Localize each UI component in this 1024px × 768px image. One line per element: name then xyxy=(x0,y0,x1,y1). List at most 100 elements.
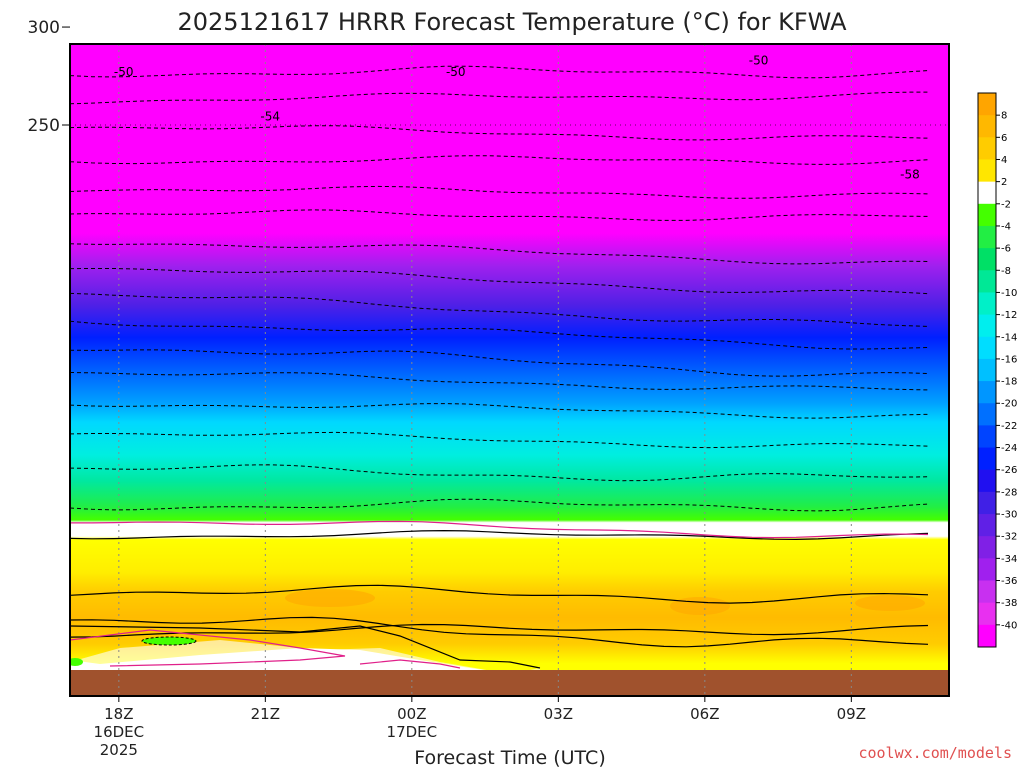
contour-line xyxy=(70,623,929,638)
colorbar-label: -12 xyxy=(1001,310,1017,321)
colorbar-label: -6 xyxy=(1001,244,1011,255)
contour-line xyxy=(70,243,929,265)
contour-line xyxy=(70,349,929,377)
contour-label: -58 xyxy=(900,167,920,181)
contour-line xyxy=(70,372,929,391)
plot-area: -58-54-50-50-50-46-46-46-42-38-38-34-30-… xyxy=(70,0,949,696)
colorbar-swatch xyxy=(978,270,996,293)
contour-label: -50 xyxy=(749,53,769,67)
x-tick-label: 21Z xyxy=(251,705,280,723)
colorbar-swatch xyxy=(978,558,996,582)
gridlines xyxy=(70,44,949,696)
warm-pocket xyxy=(855,595,925,611)
x-tick-label: 00Z xyxy=(397,705,426,723)
colorbar-swatch xyxy=(978,469,996,493)
colorbar-frame xyxy=(977,92,997,648)
colorbar-label: 4 xyxy=(1001,155,1007,166)
y-tick-label: 300 xyxy=(28,18,60,38)
contour-line xyxy=(70,403,929,419)
contours xyxy=(70,65,929,669)
contour-line xyxy=(70,320,929,350)
colorbar-swatch xyxy=(978,248,996,271)
colorbar-swatch xyxy=(978,225,996,249)
x-tick-sublabel: 2025 xyxy=(100,741,138,759)
colorbar-swatch xyxy=(978,536,996,559)
colorbar-label: -10 xyxy=(1001,288,1017,299)
contour-line xyxy=(70,185,929,199)
surface-cold-layer xyxy=(70,640,540,674)
colorbar-swatch xyxy=(978,602,996,626)
colorbar-label: -20 xyxy=(1001,399,1017,410)
colorbar-label: -18 xyxy=(1001,377,1017,388)
contour-label: -50 xyxy=(114,65,134,79)
colorbar-label: -28 xyxy=(1001,487,1017,498)
plot-frame xyxy=(69,43,950,697)
colorbar-label: 2 xyxy=(1001,177,1007,188)
colorbar-swatch xyxy=(978,181,996,205)
svg-text:-50: -50 xyxy=(749,53,769,67)
colorbar-swatch xyxy=(978,514,996,537)
colorbar-label: -34 xyxy=(1001,554,1017,565)
colorbar-swatch xyxy=(978,314,996,338)
colorbar-label: -24 xyxy=(1001,443,1017,454)
colorbar-label: 8 xyxy=(1001,111,1007,122)
colorbar-label: -40 xyxy=(1001,620,1017,631)
colorbar-swatch xyxy=(978,336,996,360)
colorbar-swatch xyxy=(978,580,996,604)
x-tick-label: 03Z xyxy=(544,705,573,723)
chart-title: 2025121617 HRRR Forecast Temperature (°C… xyxy=(178,8,848,36)
contour-label: -42 xyxy=(159,0,186,3)
colorbar-label: -8 xyxy=(1001,266,1011,277)
colorbar-swatch xyxy=(978,491,996,515)
y-axis: 2503003504004505005506006507007508008509… xyxy=(28,18,70,136)
colorbar-swatch xyxy=(978,624,996,648)
warm-pocket xyxy=(670,597,730,615)
colorbar: 8 6 4 2 -2 -4 -6 -8 -10 -12 -14 -16 -18 -20 -22 -24 -26 -… xyxy=(977,92,1017,648)
contour-line xyxy=(70,125,929,141)
contour-line xyxy=(70,209,929,221)
ground xyxy=(70,670,949,696)
warm-pocket xyxy=(285,589,375,607)
contour-line xyxy=(70,464,929,482)
colorbar-label: -2 xyxy=(1001,199,1011,210)
colorbar-label: -22 xyxy=(1001,421,1017,432)
colorbar-label: -38 xyxy=(1001,598,1017,609)
contour-line xyxy=(70,431,929,449)
freezing-line xyxy=(359,659,461,669)
svg-text:-42: -42 xyxy=(163,0,183,3)
cold-pocket xyxy=(70,658,83,666)
svg-text:-50: -50 xyxy=(446,65,466,79)
colorbar-label: -4 xyxy=(1001,221,1011,232)
colorbar-swatch xyxy=(978,137,996,160)
x-tick-label: 18Z xyxy=(104,705,133,723)
contour-line xyxy=(70,625,541,669)
colorbar-label: -30 xyxy=(1001,510,1017,521)
contour-line xyxy=(70,268,929,295)
contour-line xyxy=(70,65,929,79)
colorbar-swatch xyxy=(978,292,996,316)
colorbar-label: -26 xyxy=(1001,465,1017,476)
svg-text:-58: -58 xyxy=(900,167,920,181)
contour-labels: -58-54-50-50-50-46-46-46-42-38-38-34-30-… xyxy=(114,0,920,181)
contour-line xyxy=(70,91,929,105)
x-tick-label: 09Z xyxy=(837,705,866,723)
x-tick-sublabel: 17DEC xyxy=(387,723,438,741)
contour-line xyxy=(70,584,929,604)
colorbar-label: 6 xyxy=(1001,133,1007,144)
x-tick-label: 06Z xyxy=(690,705,719,723)
freezing-line xyxy=(70,520,929,539)
cold-pocket xyxy=(141,636,197,646)
x-tick-sublabel: 16DEC xyxy=(94,723,145,741)
colorbar-swatch xyxy=(978,381,996,404)
temperature-field xyxy=(70,44,949,696)
colorbar-swatch xyxy=(978,93,996,116)
colorbar-swatch xyxy=(978,159,996,183)
colorbar-swatch xyxy=(978,358,996,382)
colorbar-swatch xyxy=(978,403,996,426)
contour-line xyxy=(70,155,929,165)
y-tick-label: 250 xyxy=(28,116,60,136)
svg-text:-50: -50 xyxy=(114,65,134,79)
freezing-line xyxy=(70,629,346,667)
